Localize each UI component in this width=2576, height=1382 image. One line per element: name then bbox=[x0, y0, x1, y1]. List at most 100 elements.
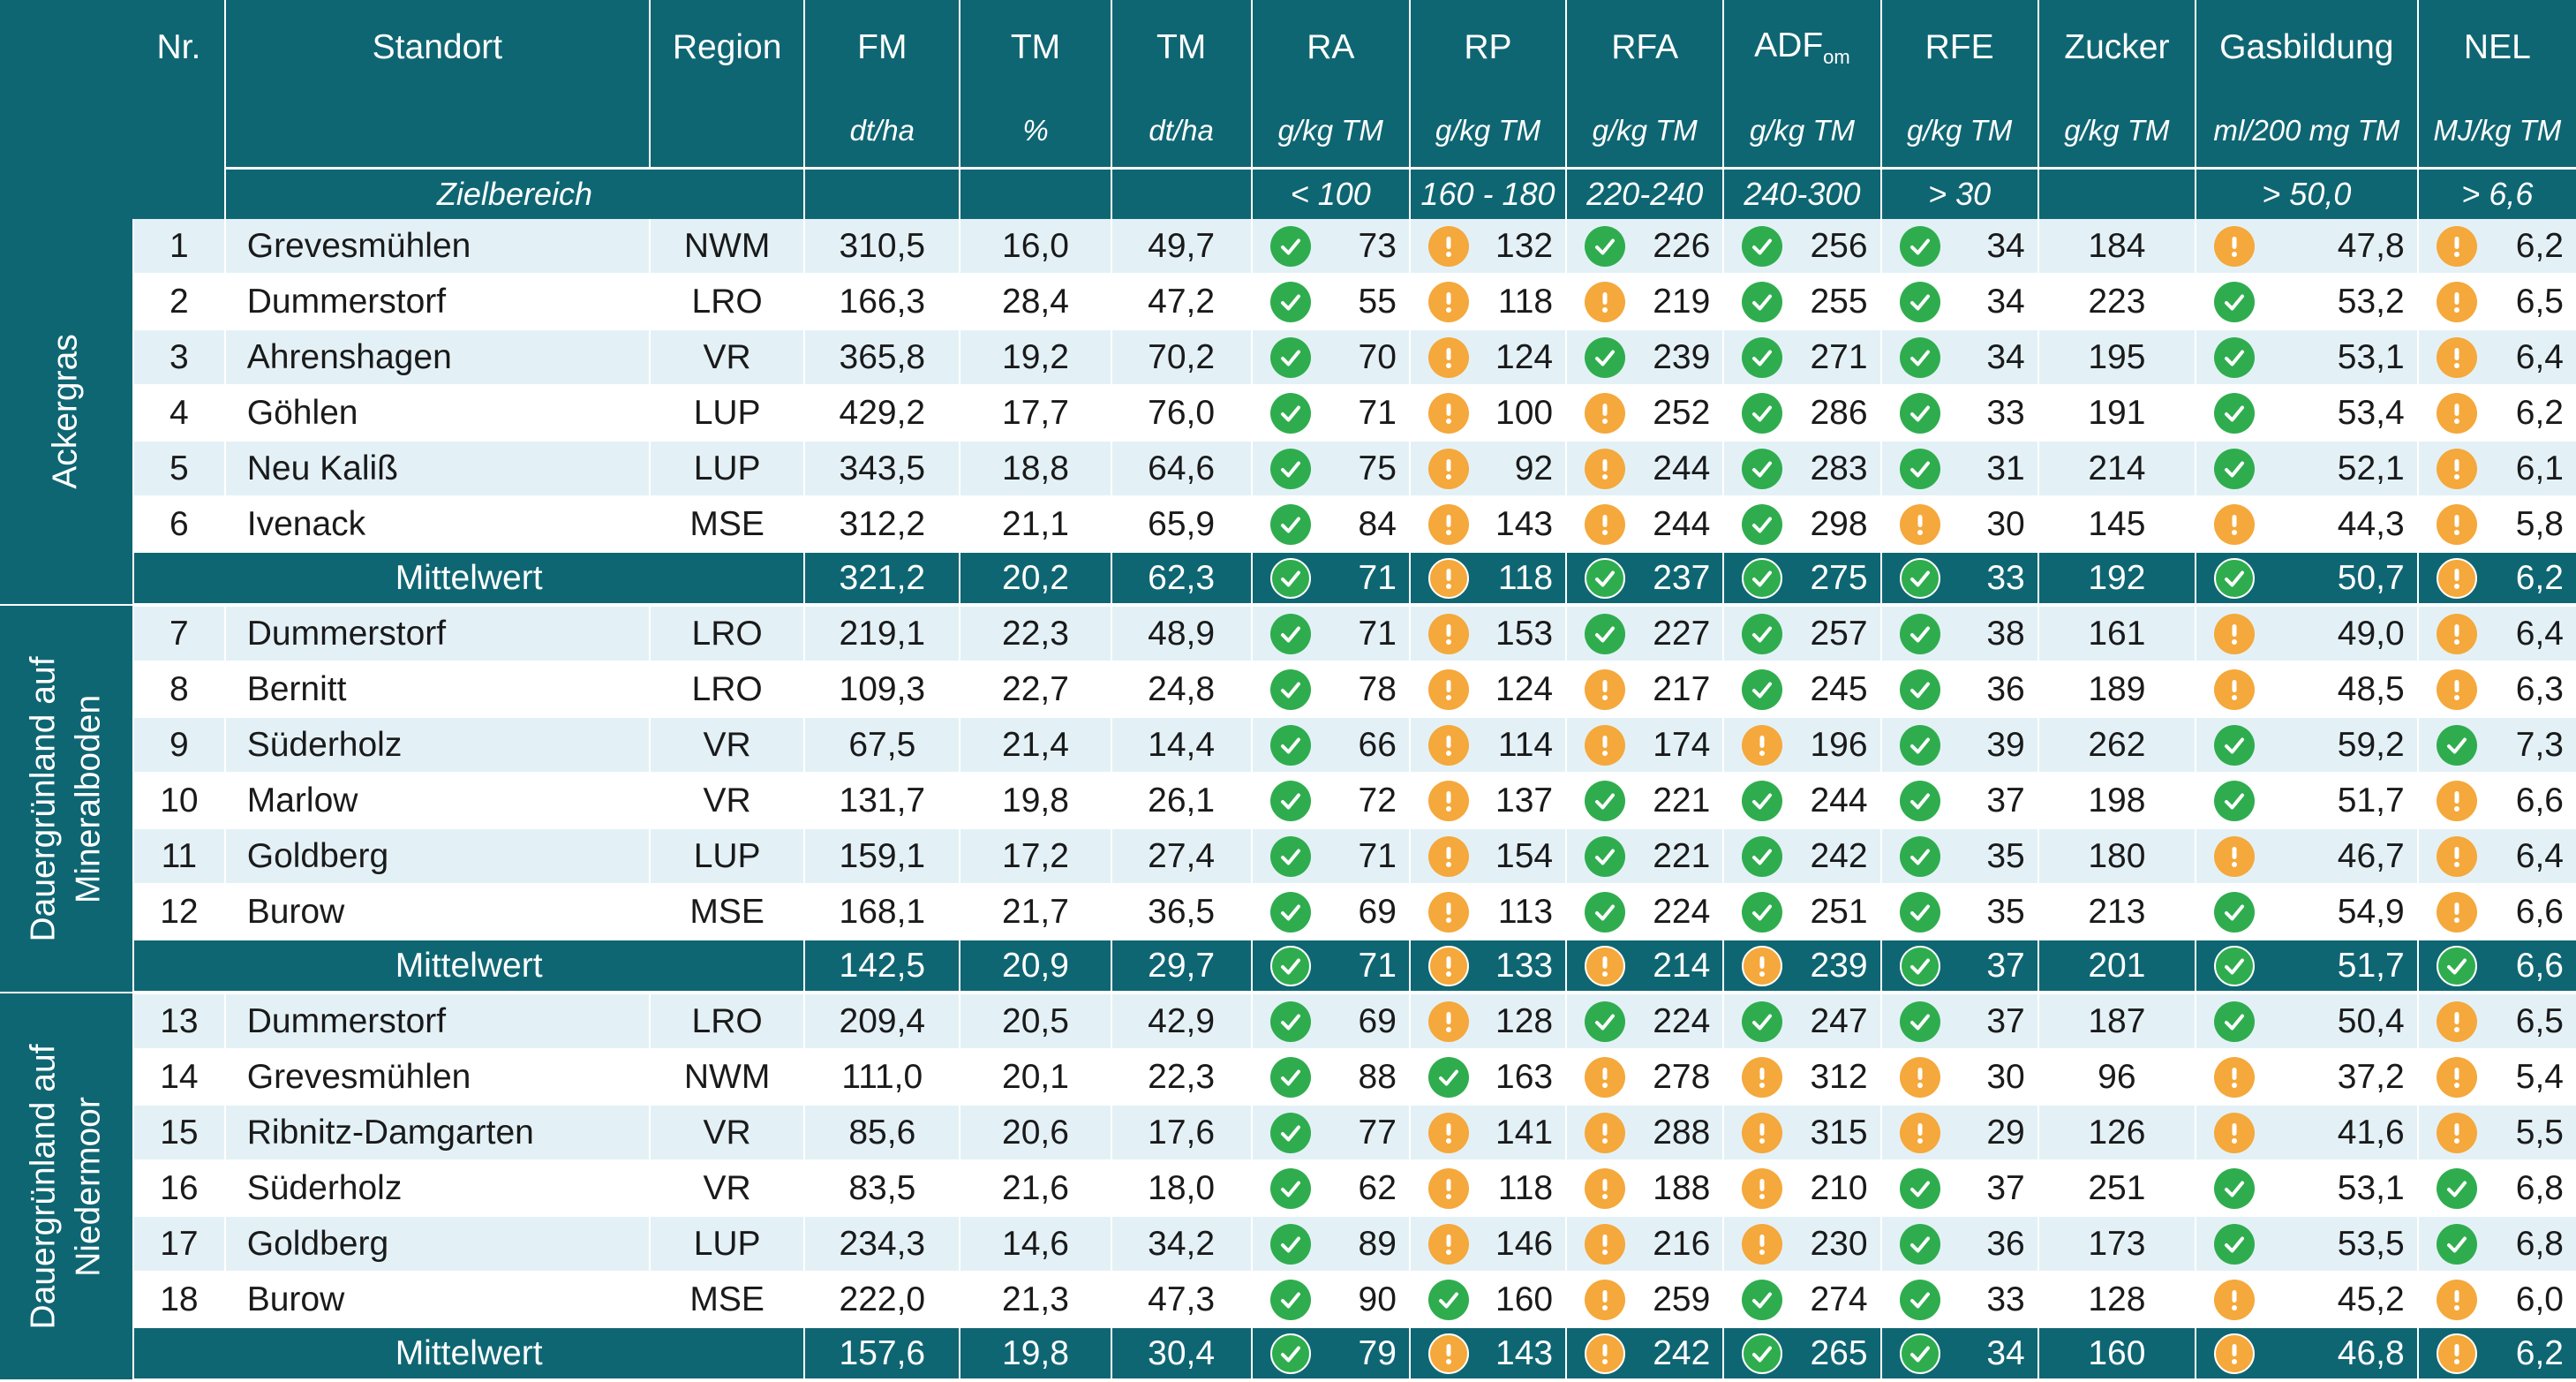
header-col-label: Gasbildung bbox=[2219, 27, 2394, 66]
value-cell-with-status: 30 bbox=[1880, 1049, 2039, 1106]
value-cell-with-status: 38 bbox=[1880, 605, 2039, 662]
value-cell-with-status: 118 bbox=[1409, 1160, 1568, 1217]
value-cell-with-status: 312 bbox=[1723, 1049, 1882, 1106]
cell-value: 214 bbox=[1653, 946, 1711, 985]
value-cell-with-status: 50,4 bbox=[2195, 993, 2419, 1050]
status-value: 46,8 bbox=[2196, 1333, 2416, 1374]
value-cell-with-status: 72 bbox=[1251, 773, 1411, 829]
warning-icon bbox=[2213, 835, 2255, 877]
mean-row: Mittelwert 321,2 20,2 62,3 71 118 237 275 33 192 5… bbox=[0, 552, 2576, 607]
status-value: 72 bbox=[1253, 780, 1408, 821]
cell-value: 37 bbox=[1986, 946, 2025, 985]
status-value: 196 bbox=[1724, 724, 1879, 766]
cell-value: 31 bbox=[1986, 449, 2025, 487]
value-cell-with-status: 137 bbox=[1409, 773, 1568, 829]
value-cell-with-status: 6,8 bbox=[2417, 1160, 2576, 1217]
status-value: 6,5 bbox=[2419, 281, 2576, 322]
header-col-target: < 100 bbox=[1251, 167, 1411, 219]
value-cell-with-status: 224 bbox=[1566, 993, 1725, 1050]
check-icon bbox=[1899, 724, 1940, 766]
cell-value: 45,2 bbox=[2337, 1280, 2405, 1318]
cell-value: 6,3 bbox=[2515, 669, 2564, 708]
table-row: 16 Süderholz VR 83,5 21,6 18,0 62 118 188 210 37 25… bbox=[0, 1160, 2576, 1217]
header-col-label: RA bbox=[1307, 27, 1355, 66]
value-cell: 128 bbox=[2037, 1272, 2196, 1328]
value-cell: 14,6 bbox=[960, 1216, 1112, 1272]
check-icon bbox=[2213, 1167, 2255, 1209]
region-code: MSE bbox=[650, 884, 806, 940]
value-cell-with-status: 54,9 bbox=[2195, 884, 2419, 940]
warning-icon bbox=[1427, 503, 1469, 545]
value-cell: 191 bbox=[2037, 385, 2196, 442]
value-cell-with-status: 163 bbox=[1409, 1049, 1568, 1106]
cell-value: 35 bbox=[1986, 892, 2025, 931]
table-row: 8 Bernitt LRO 109,3 22,7 24,8 78 124 217 245 36 189… bbox=[0, 661, 2576, 718]
status-value: 252 bbox=[1567, 392, 1721, 434]
warning-icon bbox=[1742, 1223, 1783, 1265]
value-cell-with-status: 89 bbox=[1251, 1216, 1411, 1272]
cell-value: 278 bbox=[1653, 1057, 1711, 1096]
value-cell: 22,3 bbox=[1111, 1049, 1253, 1106]
region-code: LUP bbox=[650, 441, 806, 497]
value-cell: 20,9 bbox=[960, 940, 1112, 994]
status-value: 41,6 bbox=[2196, 1112, 2416, 1153]
row-number: 16 bbox=[133, 1160, 226, 1217]
cell-value: 312 bbox=[1810, 1057, 1868, 1096]
table-row: Dauergrünland auf Niedermoor 13 Dummerstorf… bbox=[0, 993, 2576, 1381]
value-cell: 24,8 bbox=[1111, 661, 1253, 718]
status-value: 92 bbox=[1411, 448, 1564, 489]
cell-value: 6,0 bbox=[2515, 1280, 2564, 1318]
value-cell-with-status: 143 bbox=[1409, 496, 1568, 553]
status-value: 66 bbox=[1253, 724, 1408, 766]
cell-value: 33 bbox=[1986, 558, 2025, 597]
cell-value: 154 bbox=[1495, 836, 1554, 875]
status-value: 244 bbox=[1567, 503, 1721, 545]
status-value: 46,7 bbox=[2196, 835, 2416, 877]
cell-value: 5,4 bbox=[2515, 1057, 2564, 1096]
status-value: 6,5 bbox=[2419, 1001, 2576, 1042]
check-icon bbox=[2213, 1001, 2255, 1042]
value-cell: 192 bbox=[2037, 552, 2196, 607]
value-cell-with-status: 6,2 bbox=[2417, 1327, 2576, 1382]
status-value: 53,2 bbox=[2196, 281, 2416, 322]
cell-value: 259 bbox=[1653, 1280, 1711, 1318]
location-name: Süderholz bbox=[224, 717, 652, 774]
cell-value: 5,8 bbox=[2515, 504, 2564, 543]
status-value: 163 bbox=[1411, 1056, 1564, 1098]
check-icon bbox=[1742, 336, 1783, 378]
table-row: Ackergras 1 Grevesmühlen NWM 310,5 16,0 49,7 73… bbox=[0, 219, 2576, 606]
region-code: NWM bbox=[650, 1049, 806, 1106]
status-value: 242 bbox=[1724, 835, 1879, 877]
cell-value: 174 bbox=[1653, 725, 1711, 764]
status-value: 34 bbox=[1882, 281, 2037, 322]
warning-icon bbox=[2213, 1056, 2255, 1098]
value-cell-with-status: 51,7 bbox=[2195, 773, 2419, 829]
value-cell: 312,2 bbox=[804, 496, 961, 553]
value-cell: 145 bbox=[2037, 496, 2196, 553]
warning-icon bbox=[2436, 891, 2477, 933]
status-value: 53,4 bbox=[2196, 392, 2416, 434]
header-col-unit: g/kg TM bbox=[1566, 94, 1725, 169]
value-cell-with-status: 160 bbox=[1409, 1272, 1568, 1328]
header-col-label: RFA bbox=[1611, 27, 1679, 66]
cell-value: 69 bbox=[1358, 1001, 1397, 1040]
check-icon bbox=[1742, 613, 1783, 654]
warning-icon bbox=[1585, 668, 1626, 710]
cell-value: 66 bbox=[1358, 725, 1397, 764]
check-icon bbox=[2213, 281, 2255, 322]
status-value: 259 bbox=[1567, 1279, 1721, 1320]
mean-label: Mittelwert bbox=[133, 1327, 806, 1382]
value-cell-with-status: 33 bbox=[1880, 552, 2039, 607]
check-icon bbox=[1269, 336, 1311, 378]
group-label: Dauergrünland auf Mineralboden bbox=[0, 605, 135, 993]
cell-value: 53,5 bbox=[2337, 1224, 2405, 1263]
status-value: 153 bbox=[1411, 613, 1564, 654]
status-value: 221 bbox=[1567, 780, 1721, 821]
value-cell: 184 bbox=[2037, 219, 2196, 275]
cell-value: 275 bbox=[1810, 558, 1868, 597]
warning-icon bbox=[1742, 945, 1783, 986]
warning-icon bbox=[1427, 1001, 1469, 1042]
cell-value: 128 bbox=[1495, 1001, 1554, 1040]
value-cell: 17,2 bbox=[960, 828, 1112, 885]
status-value: 30 bbox=[1882, 503, 2037, 545]
